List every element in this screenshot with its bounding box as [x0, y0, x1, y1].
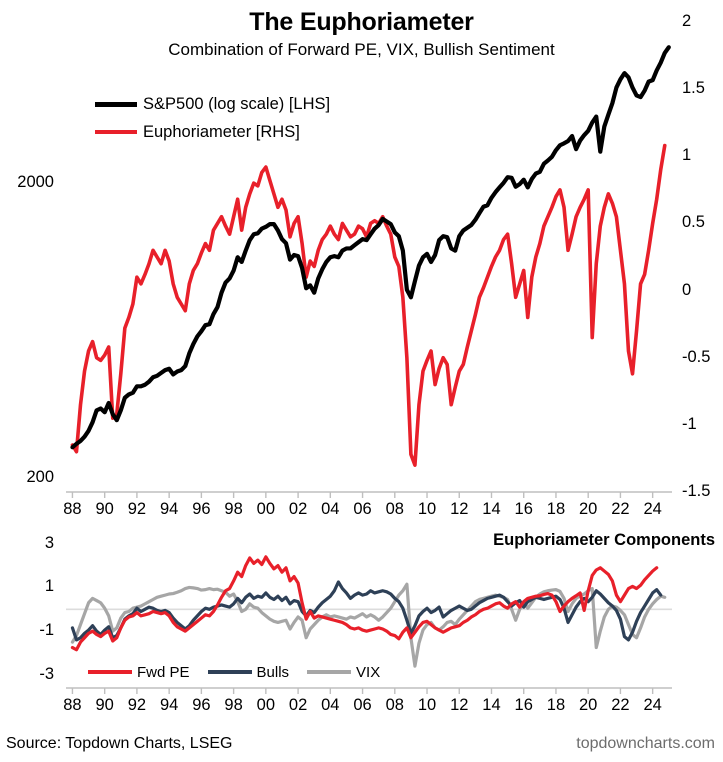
comp-x-tick-04: 04 [321, 696, 340, 714]
main-x-tick-24: 24 [643, 500, 662, 518]
website-note: topdowncharts.com [576, 735, 715, 752]
main-right-tick-2: 2 [682, 12, 692, 30]
line-swatch-icon [95, 101, 137, 107]
main-x-tick-94: 94 [159, 500, 179, 518]
comp-x-tick-88: 88 [63, 696, 82, 714]
comp-x-tick-08: 08 [385, 696, 404, 714]
comp-x-tick-16: 16 [514, 696, 533, 714]
line-swatch-icon [95, 130, 137, 134]
main-legend: S&P500 (log scale) [LHS] Euphoriameter [… [95, 90, 330, 146]
main-x-tick-08: 08 [385, 500, 404, 518]
main-x-tick-14: 14 [482, 500, 501, 518]
comp-left-tick-1: 1 [44, 577, 54, 596]
comp-left-tick-3: 3 [44, 533, 54, 552]
main-x-tick-96: 96 [192, 500, 211, 518]
legend-label-sp500: S&P500 (log scale) [LHS] [143, 94, 331, 113]
legend-item-sp500: S&P500 (log scale) [LHS] [95, 90, 330, 118]
chart-title: The Euphoriameter [249, 8, 474, 36]
legend-row-components: Fwd PE Bulls VIX [88, 662, 398, 682]
main-right-tick-1.5: 1.5 [682, 79, 705, 98]
comp-x-tick-06: 06 [353, 696, 372, 714]
source-note: Source: Topdown Charts, LSEG [6, 735, 233, 752]
main-x-tick-16: 16 [514, 500, 533, 518]
comp-x-tick-98: 98 [224, 696, 243, 714]
comp-x-tick-96: 96 [192, 696, 211, 714]
main-x-tick-20: 20 [579, 500, 598, 518]
comp-x-tick-22: 22 [611, 696, 630, 714]
main-right-tick--1.5: -1.5 [682, 482, 711, 500]
line-swatch-icon [88, 670, 132, 674]
comp-x-tick-18: 18 [546, 696, 566, 714]
components-legend: Fwd PE Bulls VIX [88, 662, 398, 682]
comp-x-tick-10: 10 [417, 696, 437, 714]
chart-subtitle: Combination of Forward PE, VIX, Bullish … [168, 40, 555, 59]
comp-left-tick--3: -3 [39, 664, 54, 683]
comp-x-tick-14: 14 [482, 696, 501, 714]
main-right-tick--0.5: -0.5 [682, 347, 711, 366]
main-right-tick-0: 0 [682, 280, 692, 299]
comp-x-tick-90: 90 [95, 696, 114, 714]
line-swatch-icon [207, 670, 252, 674]
main-right-tick--1: -1 [682, 414, 697, 433]
main-x-tick-18: 18 [546, 500, 566, 518]
main-x-tick-02: 02 [288, 500, 308, 518]
legend-label-bulls: Bulls [256, 663, 290, 681]
comp-x-tick-92: 92 [127, 696, 147, 714]
line-swatch-icon [307, 670, 352, 674]
comp-x-tick-94: 94 [159, 696, 179, 714]
main-x-tick-90: 90 [95, 500, 114, 518]
main-left-tick-2000: 2000 [17, 172, 54, 191]
main-right-tick-0.5: 0.5 [682, 213, 705, 232]
comp-x-tick-12: 12 [450, 696, 469, 714]
comp-x-tick-00: 00 [256, 696, 276, 714]
comp-x-tick-24: 24 [643, 696, 662, 714]
legend-label-fwd-pe: Fwd PE [137, 663, 190, 681]
comp-x-tick-20: 20 [579, 696, 598, 714]
legend-label-vix: VIX [356, 663, 381, 681]
main-x-tick-12: 12 [450, 500, 469, 518]
main-x-tick-10: 10 [417, 500, 437, 518]
main-x-tick-22: 22 [611, 500, 630, 518]
main-x-tick-92: 92 [127, 500, 147, 518]
components-panel-title: Euphoriameter Components [493, 531, 715, 549]
comp-x-tick-02: 02 [288, 696, 308, 714]
main-left-tick-200: 200 [26, 468, 54, 487]
main-right-tick-1: 1 [682, 146, 692, 165]
main-x-tick-04: 04 [321, 500, 340, 518]
main-x-tick-00: 00 [256, 500, 276, 518]
legend-item-euphoriameter: Euphoriameter [RHS] [95, 118, 330, 146]
main-x-tick-06: 06 [353, 500, 372, 518]
main-x-tick-88: 88 [63, 500, 82, 518]
comp-left-tick--1: -1 [39, 621, 54, 640]
legend-label-euphoriameter: Euphoriameter [RHS] [143, 122, 300, 141]
main-x-tick-98: 98 [224, 500, 243, 518]
